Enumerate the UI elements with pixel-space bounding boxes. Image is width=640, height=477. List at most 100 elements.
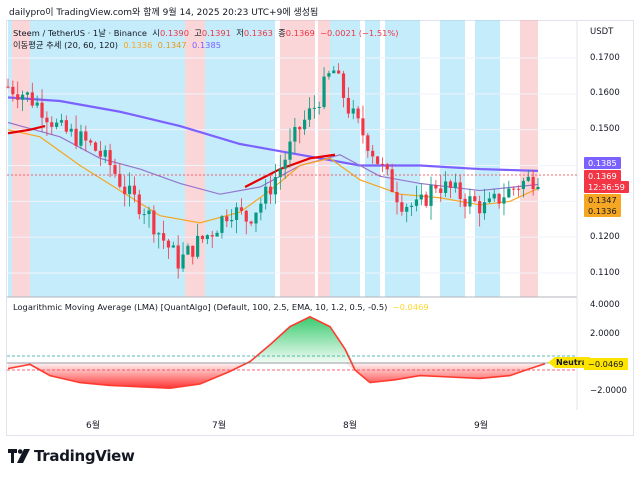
candle-body <box>35 102 39 106</box>
candle-body <box>507 188 511 198</box>
candle-body <box>307 108 312 120</box>
brand-name: TradingView <box>34 447 135 465</box>
legend-lma[interactable]: Logarithmic Moving Average (LMA) [QuantA… <box>13 302 429 312</box>
open-value: 0.1390 <box>159 28 189 38</box>
candle-body <box>166 240 171 248</box>
candle-body <box>351 108 355 114</box>
candle-body <box>79 131 83 146</box>
candle-body <box>380 163 385 165</box>
candle-body <box>444 181 448 193</box>
candle-body <box>103 150 107 157</box>
candle-body <box>210 235 214 237</box>
candle-body <box>254 212 258 224</box>
candle-body <box>64 120 68 132</box>
osc-tick: 2.0000 <box>590 329 620 339</box>
regime-band <box>240 20 275 297</box>
low-value: 0.1363 <box>243 28 273 38</box>
regime-band <box>30 20 150 297</box>
candle-body <box>147 210 151 215</box>
candle-body <box>142 214 146 216</box>
candle-body <box>74 128 78 146</box>
candle-body <box>152 210 156 235</box>
regime-band <box>385 20 405 297</box>
tradingview-logo[interactable]: TradingView <box>8 447 135 465</box>
candle-body <box>521 180 526 190</box>
regime-band <box>205 20 240 297</box>
ma20-red-segment <box>7 125 336 188</box>
candle-body <box>176 245 180 269</box>
candle-body <box>322 76 326 107</box>
candle-body <box>161 233 166 241</box>
candle-body <box>225 216 229 222</box>
candle-body <box>215 232 219 237</box>
candle-body <box>482 202 487 214</box>
candle-body <box>191 245 195 257</box>
candle-body <box>244 210 248 222</box>
candle-body <box>429 185 433 206</box>
osc-tick: −2.0000 <box>590 386 627 396</box>
candle-body <box>220 216 224 233</box>
ma20-price-tag: 0.1336 <box>584 205 621 217</box>
lma-value-tag: −0.0469 <box>584 358 628 370</box>
candle-body <box>536 186 540 190</box>
candle-body <box>409 205 414 207</box>
candle-body <box>205 235 209 240</box>
candle-body <box>419 194 423 200</box>
high-value: 0.1391 <box>201 28 231 38</box>
candle-body <box>230 219 234 222</box>
candle-body <box>327 73 331 77</box>
candle-body <box>414 199 419 206</box>
ma120-price-tag: 0.1385 <box>584 157 621 169</box>
candle-body <box>59 120 64 123</box>
candle-body <box>30 92 34 106</box>
candle-body <box>317 106 321 108</box>
candle-body <box>69 128 73 132</box>
osc-line <box>7 315 546 390</box>
candle-body <box>249 221 253 224</box>
ma20-value: 0.1336 <box>123 40 153 50</box>
ma-title: 이동평균 추세 (20, 60, 120) <box>13 40 119 50</box>
candle-body <box>293 127 297 142</box>
candle-body <box>259 203 263 213</box>
candle-body <box>186 245 190 255</box>
candle-body <box>268 186 273 195</box>
candle-body <box>385 164 389 170</box>
currency-label[interactable]: USDT <box>590 27 614 37</box>
regime-band <box>8 20 12 297</box>
last-price-tag: 0.1369 <box>584 170 621 182</box>
candle-body <box>283 159 287 169</box>
candle-body <box>434 185 438 189</box>
candle-body <box>512 188 516 190</box>
candle-body <box>497 193 501 204</box>
candle-body <box>448 181 453 188</box>
candle-body <box>439 188 443 193</box>
candle-body <box>424 194 428 206</box>
candle-body <box>50 122 54 127</box>
candle-body <box>40 102 44 118</box>
candle-body <box>45 117 49 123</box>
countdown-tag: 12:36:59 <box>584 181 629 193</box>
legend-symbol[interactable]: Steem / TetherUS · 1날 · Binance <box>13 28 148 38</box>
candle-body <box>278 168 282 178</box>
candle-body <box>273 177 278 195</box>
ma60-value: 0.1347 <box>157 40 187 50</box>
ma120-value: 0.1385 <box>191 40 221 50</box>
candle-body <box>127 185 132 195</box>
price-tick: 0.1700 <box>590 53 620 63</box>
candle-body <box>84 131 88 141</box>
change-value: −0.0021 (−1.51%) <box>320 28 399 38</box>
regime-band <box>330 20 340 297</box>
regime-band <box>12 20 30 297</box>
candle-body <box>346 97 350 114</box>
price-tick: 0.1100 <box>590 268 620 278</box>
legend-ma[interactable]: 이동평균 추세 (20, 60, 120) 0.1336 0.1347 0.13… <box>13 39 221 51</box>
regime-band <box>340 20 360 297</box>
candle-body <box>341 73 346 98</box>
candle-body <box>196 235 200 257</box>
candle-body <box>366 135 370 151</box>
ma120-line <box>7 96 539 172</box>
neutral-label: Neutra <box>548 357 590 368</box>
close-label: 종 <box>278 28 286 38</box>
candle-body <box>137 194 141 215</box>
